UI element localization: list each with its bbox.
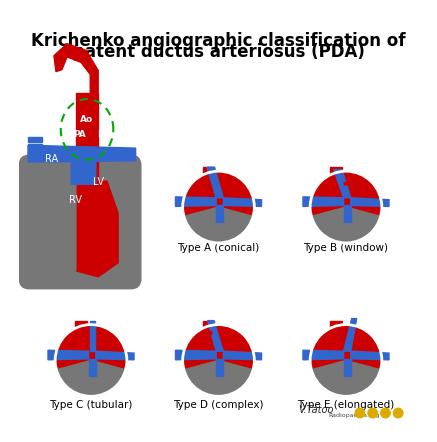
Polygon shape — [28, 137, 42, 142]
Polygon shape — [223, 351, 261, 360]
Polygon shape — [216, 206, 223, 222]
Polygon shape — [203, 167, 215, 201]
Polygon shape — [343, 319, 357, 351]
Polygon shape — [96, 351, 134, 360]
Text: Type A (conical): Type A (conical) — [177, 243, 260, 253]
Polygon shape — [334, 170, 351, 198]
Text: patent ductus arteriosus (PDA): patent ductus arteriosus (PDA) — [73, 42, 364, 61]
Circle shape — [183, 171, 254, 243]
Text: Ao: Ao — [80, 115, 93, 124]
Polygon shape — [28, 150, 42, 155]
Text: RA: RA — [45, 154, 59, 164]
Polygon shape — [351, 351, 389, 360]
Polygon shape — [344, 183, 350, 185]
Polygon shape — [216, 359, 223, 376]
Polygon shape — [203, 320, 215, 354]
Polygon shape — [54, 44, 98, 93]
Polygon shape — [207, 332, 212, 334]
Wedge shape — [184, 360, 253, 396]
Text: RV: RV — [69, 195, 82, 205]
Polygon shape — [351, 198, 389, 206]
Polygon shape — [343, 359, 351, 376]
Wedge shape — [184, 207, 253, 243]
Polygon shape — [330, 320, 342, 354]
Polygon shape — [90, 320, 95, 351]
Circle shape — [310, 171, 382, 243]
Polygon shape — [176, 197, 216, 206]
Wedge shape — [311, 360, 381, 396]
Text: Radiopaedia.org: Radiopaedia.org — [328, 413, 379, 418]
Text: Type E (elongated): Type E (elongated) — [297, 400, 395, 410]
Text: LV: LV — [93, 177, 104, 187]
Text: Type B (window): Type B (window) — [303, 243, 388, 253]
Polygon shape — [76, 320, 87, 354]
Polygon shape — [28, 145, 135, 162]
Polygon shape — [207, 167, 223, 198]
Circle shape — [368, 408, 378, 418]
Circle shape — [310, 324, 382, 396]
Polygon shape — [303, 197, 343, 206]
Circle shape — [381, 408, 390, 418]
Text: Type D (complex): Type D (complex) — [173, 400, 264, 410]
Polygon shape — [89, 359, 96, 376]
Text: Krichenko angiographic classification of: Krichenko angiographic classification of — [31, 32, 406, 50]
Circle shape — [355, 408, 365, 418]
Wedge shape — [56, 360, 126, 396]
Polygon shape — [207, 341, 212, 343]
Polygon shape — [330, 167, 342, 201]
Polygon shape — [223, 198, 261, 206]
Polygon shape — [208, 320, 223, 351]
Polygon shape — [71, 161, 96, 184]
Polygon shape — [176, 350, 216, 360]
Polygon shape — [343, 206, 351, 222]
Polygon shape — [76, 181, 118, 277]
Polygon shape — [35, 181, 76, 271]
Polygon shape — [28, 144, 42, 149]
Text: PA: PA — [73, 130, 86, 139]
Polygon shape — [48, 350, 89, 360]
Circle shape — [183, 324, 254, 396]
Wedge shape — [311, 207, 381, 243]
FancyBboxPatch shape — [19, 155, 141, 289]
Polygon shape — [303, 350, 343, 360]
Polygon shape — [76, 93, 98, 181]
Circle shape — [393, 408, 403, 418]
Text: Type C (tubular): Type C (tubular) — [49, 400, 133, 410]
Circle shape — [55, 324, 127, 396]
Text: LA: LA — [97, 130, 110, 139]
Text: V.Tatoo: V.Tatoo — [298, 405, 334, 415]
